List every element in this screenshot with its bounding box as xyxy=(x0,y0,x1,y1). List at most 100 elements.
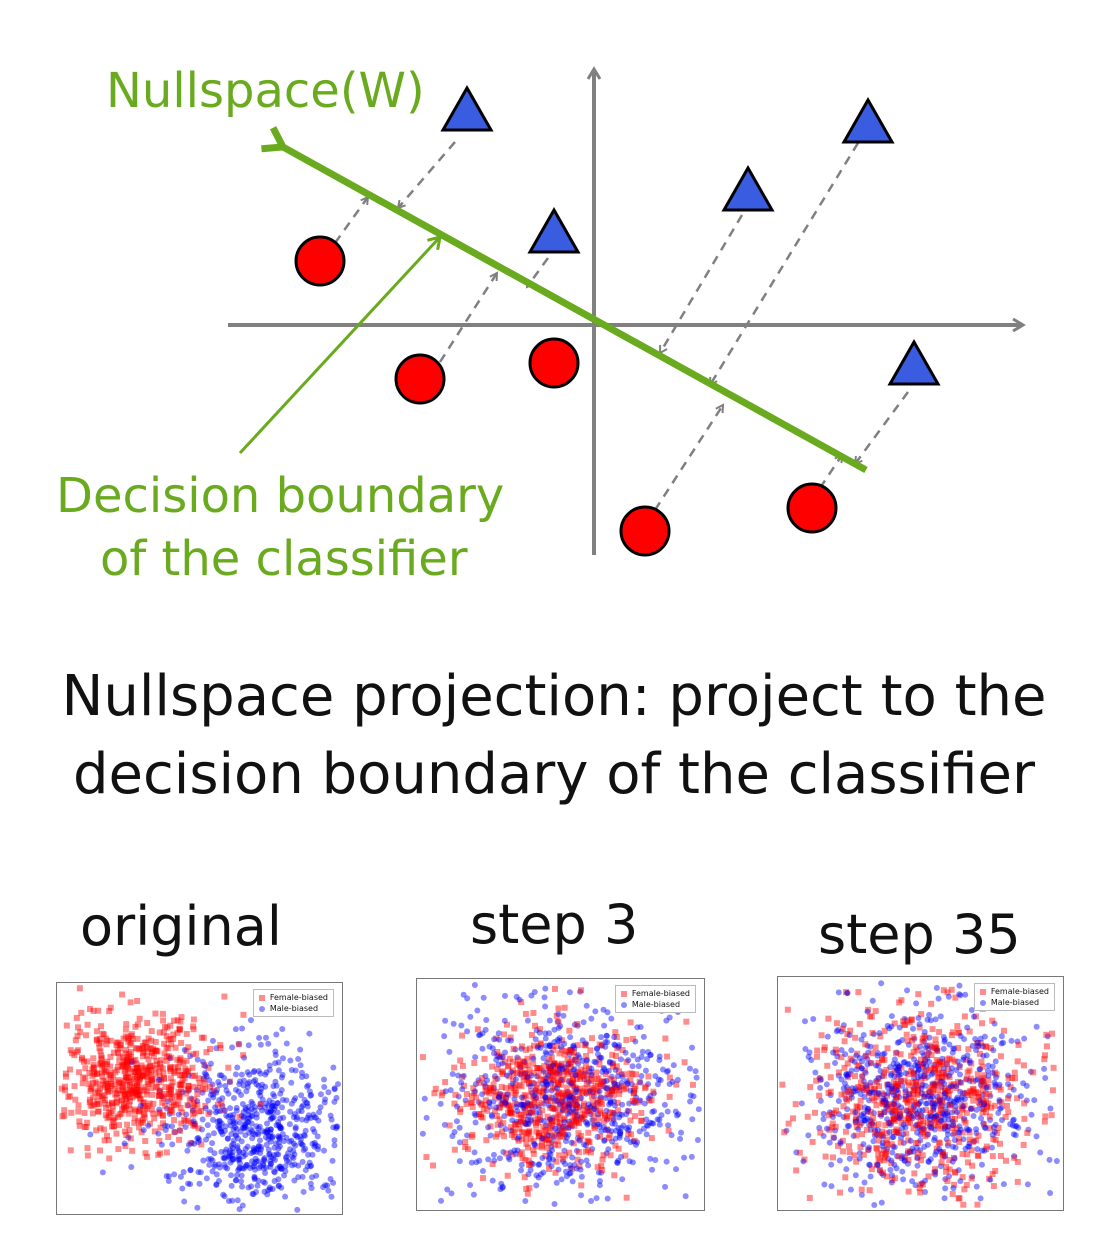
female-point xyxy=(529,1093,536,1100)
female-point xyxy=(530,1069,537,1076)
female-point xyxy=(889,1086,896,1093)
male-point xyxy=(240,1153,247,1160)
female-point xyxy=(130,1057,137,1064)
female-point xyxy=(143,1088,150,1095)
female-point xyxy=(562,1065,569,1072)
male-point xyxy=(985,1062,992,1069)
male-point xyxy=(518,1094,525,1101)
male-point xyxy=(248,1098,255,1105)
male-point xyxy=(577,988,584,995)
female-point xyxy=(922,1068,929,1075)
female-point xyxy=(162,1090,169,1097)
female-point xyxy=(869,1095,876,1102)
male-point xyxy=(543,1079,550,1086)
female-point xyxy=(177,1072,184,1079)
female-point xyxy=(597,1110,604,1117)
male-point xyxy=(273,1151,280,1158)
male-point xyxy=(872,1127,879,1134)
male-point xyxy=(542,1035,549,1042)
male-point xyxy=(934,1047,941,1054)
male-point xyxy=(964,1052,971,1059)
female-point xyxy=(927,1093,934,1100)
female-point xyxy=(860,1151,867,1158)
female-point xyxy=(479,1175,486,1182)
female-point xyxy=(997,1086,1004,1093)
male-point xyxy=(842,1095,849,1102)
female-point xyxy=(933,1145,940,1152)
female-point xyxy=(590,1086,597,1093)
female-point xyxy=(911,1097,918,1104)
female-point xyxy=(844,1060,851,1067)
male-point xyxy=(949,1049,956,1056)
female-point xyxy=(914,1154,921,1161)
female-point xyxy=(548,1043,555,1050)
female-point xyxy=(917,1112,924,1119)
male-point xyxy=(565,1078,572,1085)
male-point xyxy=(915,1066,922,1073)
female-point xyxy=(156,1029,163,1036)
male-point xyxy=(611,1098,618,1105)
female-point xyxy=(124,1056,131,1063)
female-point xyxy=(185,1067,192,1074)
female-point xyxy=(575,1120,582,1127)
male-point xyxy=(692,1068,699,1075)
female-point xyxy=(796,1149,803,1156)
female-point xyxy=(127,1088,134,1095)
male-point xyxy=(977,1195,984,1202)
female-point xyxy=(191,1110,198,1117)
male-point xyxy=(242,1145,249,1152)
male-point xyxy=(924,1055,931,1062)
female-point xyxy=(904,1079,911,1086)
female-point xyxy=(948,1032,955,1039)
male-point xyxy=(169,1141,176,1148)
female-point xyxy=(526,1129,533,1136)
female-point xyxy=(551,1060,558,1067)
female-point xyxy=(865,1146,872,1153)
female-point xyxy=(568,1165,575,1172)
male-point xyxy=(605,1127,612,1134)
female-point xyxy=(830,1134,837,1141)
male-point xyxy=(937,1097,944,1104)
female-point xyxy=(948,1081,955,1088)
male-point xyxy=(619,1101,626,1108)
female-point xyxy=(955,1029,962,1036)
female-point xyxy=(160,1076,167,1083)
female-point xyxy=(549,1077,556,1084)
female-point xyxy=(611,1077,618,1084)
female-point xyxy=(554,1062,561,1069)
female-point xyxy=(914,1085,921,1092)
female-point xyxy=(167,1090,174,1097)
female-point xyxy=(99,1095,106,1102)
male-point xyxy=(234,1145,241,1152)
female-point xyxy=(195,1075,202,1082)
male-point xyxy=(235,1153,242,1160)
male-point xyxy=(639,1048,646,1055)
female-point xyxy=(891,1128,898,1135)
female-point xyxy=(963,1056,970,1063)
male-point xyxy=(305,1082,312,1089)
panel-title-original: original xyxy=(80,895,282,958)
female-point xyxy=(113,1039,120,1046)
female-point xyxy=(585,1138,592,1145)
female-point xyxy=(792,1101,799,1108)
female-point xyxy=(198,1141,205,1148)
female-point xyxy=(889,1088,896,1095)
male-point xyxy=(998,1040,1005,1047)
male-point xyxy=(656,1121,663,1128)
female-point xyxy=(148,1106,155,1113)
male-point xyxy=(255,1142,262,1149)
male-point xyxy=(216,1164,223,1171)
male-point xyxy=(924,1113,931,1120)
female-point xyxy=(160,1017,167,1024)
male-point xyxy=(269,1185,276,1192)
female-point xyxy=(630,1090,637,1097)
female-point xyxy=(155,1092,162,1099)
male-point xyxy=(572,1071,579,1078)
male-point xyxy=(559,1124,566,1131)
male-point xyxy=(239,1183,246,1190)
female-point xyxy=(176,1127,183,1134)
male-point xyxy=(269,1099,276,1106)
male-point xyxy=(865,1049,872,1056)
female-point xyxy=(623,1036,630,1043)
male-point xyxy=(519,1101,526,1108)
